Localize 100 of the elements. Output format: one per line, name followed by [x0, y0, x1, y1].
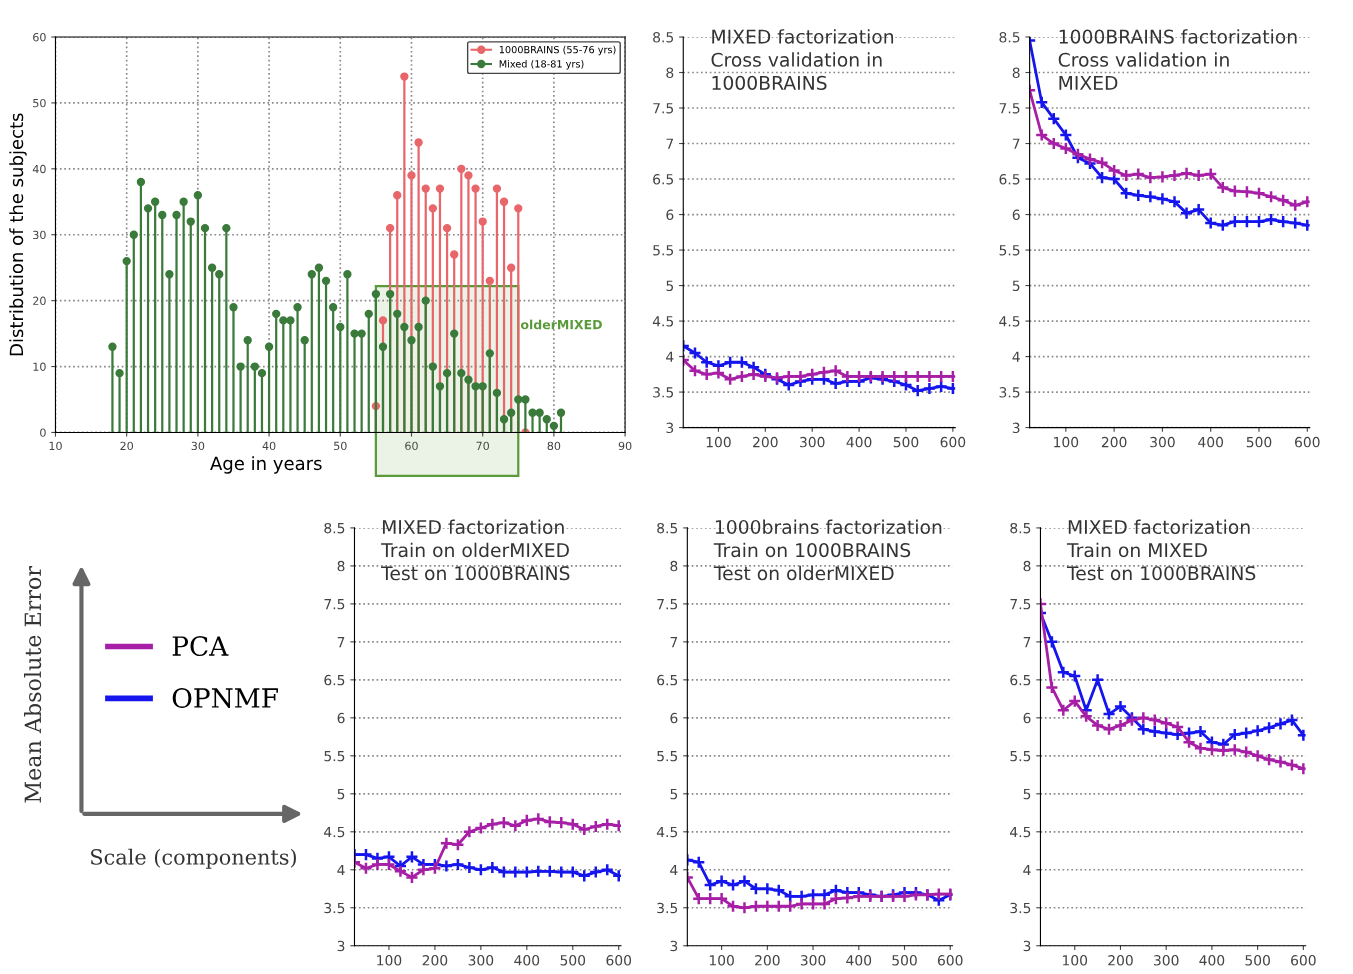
- text: Mean Absolute Error: [24, 566, 42, 803]
- y-tick-label: 8.5: [1010, 522, 1031, 534]
- y-tick-label: 6: [670, 712, 678, 724]
- x-tick-label: 500: [1245, 955, 1270, 966]
- y-tick-label: 7.5: [324, 599, 345, 610]
- x-tick-label: 500: [560, 955, 586, 966]
- x-tick-label: 600: [1291, 955, 1316, 966]
- x-tick-label: 100: [377, 955, 402, 966]
- text: Scale (components): [91, 848, 296, 869]
- y-tick-label: 7.5: [653, 103, 674, 114]
- x-axis-title: Age in years: [210, 456, 322, 474]
- legend-label: OPNMF: [172, 688, 278, 708]
- legend-label: Mixed (18-81 yrs): [499, 60, 584, 70]
- x-tick-label: 600: [1295, 436, 1320, 448]
- y-tick-label: 8.5: [653, 31, 674, 43]
- x-tick-label: 500: [893, 436, 919, 448]
- y-tick-label: 4: [670, 864, 678, 876]
- y-tick-label: 5: [1023, 788, 1031, 800]
- x-tick-label: 200: [753, 436, 778, 448]
- x-tick-label: 300: [1150, 436, 1175, 448]
- x-tick-label: 600: [606, 955, 632, 966]
- text: 1000BRAINS factorization Cross validation in MIXED: [1058, 29, 1297, 90]
- x-tick-label: 100: [1054, 436, 1079, 448]
- x-tick-label: 100: [709, 955, 734, 966]
- y-tick-label: 3.5: [1010, 902, 1031, 914]
- x-tick-label: 200: [755, 955, 780, 966]
- x-tick-label: 20: [120, 441, 134, 451]
- y-tick-label: 6.5: [999, 174, 1020, 185]
- y-tick-label: 8: [1023, 560, 1031, 572]
- x-tick-label: 400: [846, 436, 872, 448]
- y-tick-label: 8: [670, 560, 678, 572]
- y-tick-label: 0: [40, 428, 46, 437]
- y-tick-label: 4: [337, 864, 345, 876]
- y-tick-label: 7: [1012, 138, 1020, 149]
- y-tick-label: 4: [1012, 351, 1020, 362]
- y-tick-label: 3: [1012, 422, 1020, 434]
- y-tick-label: 4.5: [999, 316, 1020, 327]
- y-tick-label: 5.5: [324, 750, 345, 762]
- y-tick-label: 4: [1023, 864, 1031, 876]
- y-tick-label: 7.5: [1010, 599, 1031, 610]
- y-tick-label: 8: [1012, 67, 1020, 78]
- text: MIXED factorization Cross validation in 1000BRAINS: [711, 29, 894, 90]
- x-tick-label: 500: [892, 955, 917, 966]
- y-tick-label: 6.5: [653, 174, 674, 185]
- x-tick-label: 400: [1199, 955, 1225, 966]
- text: MIXED factorization Train on MIXED Test on 1000BRAINS: [1066, 519, 1256, 581]
- y-tick-label: 4.5: [656, 826, 678, 838]
- y-tick-label: 7.5: [657, 599, 678, 610]
- y-tick-label: 4.5: [652, 316, 674, 327]
- y-tick-label: 6.5: [324, 674, 345, 686]
- y-tick-label: 3: [666, 422, 674, 434]
- y-tick-label: 5.5: [657, 750, 678, 762]
- text: 1000brains factorization Train on 1000BRAINS Test on olderMIXED: [713, 519, 942, 581]
- y-axis-title: Distribution of the subjects: [9, 113, 27, 356]
- x-tick-label: 30: [191, 441, 205, 451]
- y-tick-label: 6: [1012, 209, 1020, 221]
- x-tick-label: 200: [1101, 436, 1127, 448]
- x-tick-label: 70: [476, 441, 490, 451]
- y-tick-label: 20: [33, 296, 46, 306]
- y-tick-label: 40: [32, 164, 46, 174]
- y-tick-label: 8.5: [324, 522, 345, 534]
- y-tick-label: 30: [33, 230, 46, 240]
- y-tick-label: 7: [666, 138, 674, 149]
- y-tick-label: 5: [666, 280, 674, 292]
- x-tick-label: 500: [1246, 436, 1272, 448]
- legend-label: 1000BRAINS (55-76 yrs): [499, 45, 616, 56]
- y-tick-label: 3: [670, 940, 678, 952]
- y-tick-label: 3: [337, 940, 345, 952]
- x-tick-label: 200: [422, 955, 448, 966]
- x-tick-label: 300: [800, 436, 825, 448]
- y-tick-label: 3.5: [324, 902, 345, 914]
- y-tick-label: 3: [1023, 940, 1031, 952]
- x-tick-label: 200: [1108, 955, 1133, 966]
- x-tick-label: 300: [800, 955, 826, 966]
- y-tick-label: 4.5: [324, 826, 345, 838]
- y-tick-label: 6: [1023, 712, 1031, 724]
- y-tick-label: 8.5: [999, 31, 1020, 43]
- x-tick-label: 60: [405, 441, 418, 451]
- y-tick-label: 3.5: [653, 387, 674, 398]
- x-tick-label: 300: [468, 955, 494, 966]
- y-tick-label: 60: [33, 32, 46, 42]
- y-tick-label: 6: [666, 209, 674, 221]
- y-tick-label: 8: [337, 560, 345, 572]
- y-tick-label: 50: [33, 98, 46, 108]
- y-tick-label: 5.5: [999, 245, 1020, 256]
- y-tick-label: 5: [1012, 280, 1020, 292]
- y-tick-label: 5.5: [1010, 750, 1031, 762]
- x-tick-label: 300: [1154, 955, 1179, 966]
- y-tick-label: 7: [670, 637, 678, 648]
- y-tick-label: 10: [33, 362, 46, 371]
- y-tick-label: 5: [670, 788, 678, 800]
- y-tick-label: 6.5: [657, 674, 678, 686]
- y-tick-label: 4: [666, 351, 674, 362]
- x-tick-label: 90: [618, 441, 632, 451]
- x-tick-label: 80: [547, 441, 561, 451]
- y-tick-label: 6: [337, 712, 345, 724]
- x-tick-label: 100: [706, 436, 731, 448]
- x-tick-label: 600: [937, 955, 963, 966]
- x-tick-label: 400: [514, 955, 540, 966]
- y-tick-label: 8.5: [657, 522, 678, 534]
